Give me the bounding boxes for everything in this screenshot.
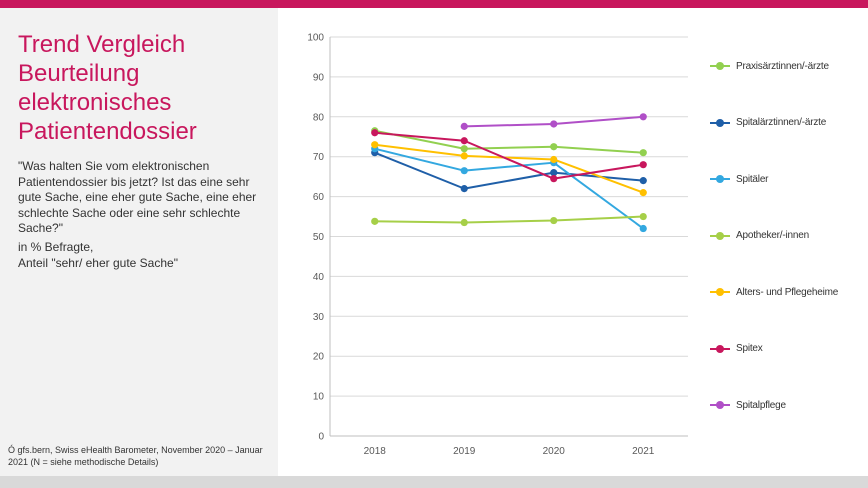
data-point (371, 217, 379, 225)
legend-label: Apotheker/-innen (736, 230, 809, 241)
x-tick-label: 2019 (453, 446, 476, 457)
legend-swatch (710, 174, 730, 184)
series-path (374, 215, 644, 224)
data-point (460, 122, 468, 130)
data-point (639, 212, 647, 221)
data-point (550, 216, 558, 225)
data-point (460, 145, 468, 153)
series-path (374, 143, 644, 194)
data-point (371, 141, 379, 149)
data-point (460, 218, 468, 227)
legend-item: Spitäler (710, 172, 769, 186)
series-line (371, 141, 647, 197)
series-line (371, 212, 647, 227)
data-point (639, 177, 647, 185)
data-point (550, 143, 558, 151)
series-path (374, 129, 644, 154)
legend-item: Apotheker/-innen (710, 229, 809, 243)
data-point (639, 113, 647, 121)
series-path (374, 131, 644, 180)
legend-label: Spitäler (736, 173, 769, 185)
respondent-base-line-1: in % Befragte, (18, 240, 94, 254)
series-group (371, 113, 647, 233)
data-point (460, 167, 468, 175)
y-tick-label: 40 (313, 272, 325, 283)
y-tick-label: 50 (313, 232, 325, 243)
survey-question: "Was halten Sie vom elektronischen Patie… (18, 159, 257, 235)
y-tick-label: 30 (313, 312, 325, 323)
legend-label: Alters- und Pflegeheime (736, 286, 839, 298)
source-note: Ó gfs.bern, Swiss eHealth Barometer, Nov… (8, 445, 263, 467)
series-line (460, 113, 647, 130)
data-point (550, 155, 558, 164)
y-tick-label: 60 (313, 192, 325, 203)
page-title: Trend Vergleich Beurteilung elektronisch… (18, 31, 197, 145)
respondent-base: in % Befragte, Anteil "sehr/ eher gute S… (18, 240, 270, 271)
axes: 0 10 20 30 40 50 60 70 80 90 100 2018 2019 2020 2021 (307, 33, 654, 458)
y-tick-label: 10 (313, 392, 325, 403)
y-tick-label: 70 (313, 152, 325, 163)
y-tick-label: 90 (313, 72, 325, 83)
data-point (371, 129, 379, 137)
legend-label: Spitalpflege (736, 399, 786, 411)
legend-item: Alters- und Pflegeheime (710, 285, 838, 299)
data-point (550, 169, 558, 177)
bottom-bar (0, 476, 868, 488)
legend-swatch (710, 400, 730, 410)
legend-label: Spitalärztinnen/-ärzte (736, 117, 827, 128)
series-line (371, 129, 647, 183)
data-point (639, 224, 647, 233)
legend-item: Spitex (710, 342, 763, 356)
y-tick-label: 80 (313, 112, 325, 123)
left-info-panel (0, 8, 278, 476)
legend-swatch (710, 287, 730, 297)
legend-swatch (710, 118, 730, 128)
legend-item: Spitalärztinnen/-ärzte (710, 116, 826, 130)
legend-label: Spitex (736, 343, 763, 354)
legend-swatch (710, 231, 730, 241)
top-accent-bar (0, 0, 868, 8)
respondent-base-line-2: Anteil "sehr/ eher gute Sache" (18, 255, 178, 270)
data-point (639, 189, 647, 197)
grid-lines (330, 36, 688, 437)
y-tick-label: 100 (307, 33, 324, 44)
legend-swatch (710, 61, 730, 71)
x-tick-label: 2020 (543, 446, 566, 457)
data-point (460, 137, 468, 145)
legend-item: Spitalpflege (710, 398, 786, 412)
data-point (550, 175, 558, 183)
data-point (639, 149, 647, 157)
line-chart: 0 10 20 30 40 50 60 70 80 90 100 2018 2019 2020 2021 (307, 33, 688, 458)
x-tick-label: 2018 (364, 446, 387, 457)
chart-legend: Praxisärztinnen/-ärzte Spitalärztinnen/-ä… (710, 0, 868, 476)
legend-swatch (710, 344, 730, 354)
y-tick-label: 0 (318, 432, 324, 443)
y-tick-label: 20 (313, 352, 325, 363)
data-point (460, 152, 468, 160)
x-tick-label: 2021 (632, 446, 655, 457)
data-point (639, 161, 647, 169)
data-point (460, 185, 468, 193)
legend-item: Praxisärztinnen/-ärzte (710, 59, 829, 73)
data-point (550, 120, 558, 128)
series-line (371, 127, 647, 157)
series-path (374, 147, 644, 230)
legend-label: Praxisärztinnen/-ärzte (736, 60, 829, 72)
